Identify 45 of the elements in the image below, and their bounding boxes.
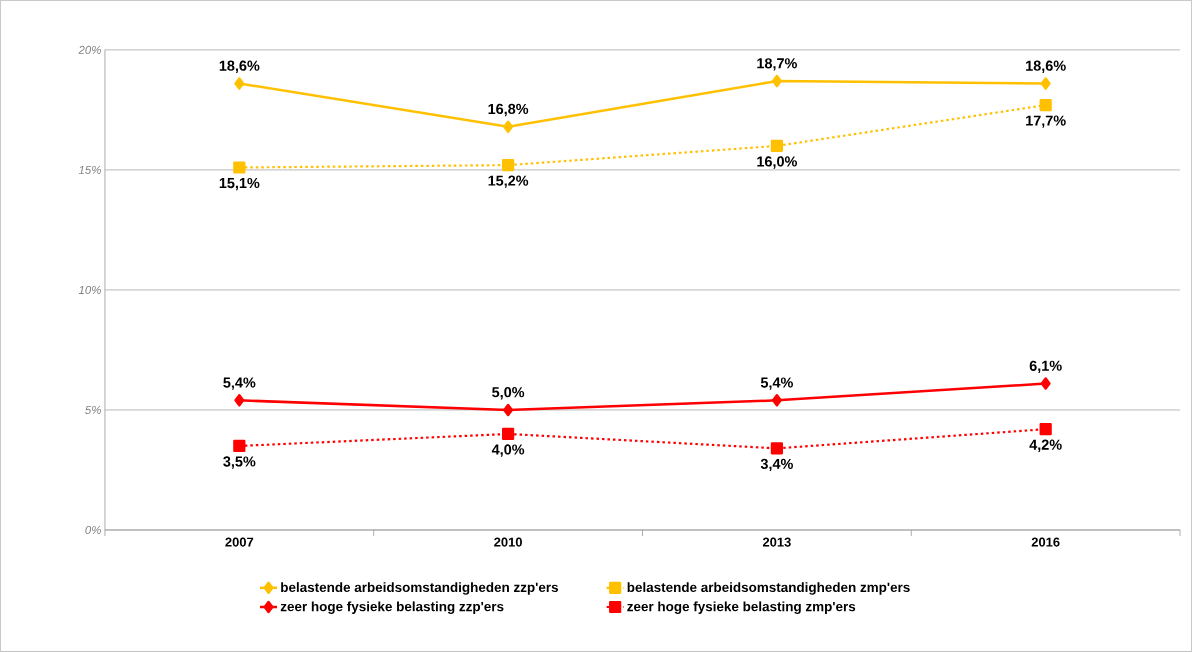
- data-label: 6,1%: [1029, 360, 1062, 374]
- y-tick-label: 15%: [78, 165, 101, 174]
- legend-label: belastende arbeidsomstandigheden zzp'ers: [281, 582, 559, 595]
- data-label: 15,2%: [488, 175, 529, 188]
- point: [502, 427, 515, 441]
- data-label: 16,0%: [757, 156, 797, 169]
- data-label: 18,6%: [219, 60, 260, 73]
- x-tick-label: 2010: [494, 537, 522, 547]
- data-label: 18,6%: [1026, 60, 1066, 73]
- data-label: 5,0%: [492, 387, 525, 400]
- data-label: 3,4%: [760, 458, 793, 472]
- point: [1040, 77, 1051, 90]
- data-label: 5,4%: [223, 377, 256, 390]
- point: [502, 159, 515, 172]
- data-label: 3,5%: [223, 456, 256, 469]
- data-label: 5,4%: [760, 377, 793, 390]
- point: [1039, 99, 1052, 112]
- point: [1039, 423, 1052, 436]
- point: [234, 77, 245, 90]
- point: [770, 139, 783, 153]
- point: [503, 403, 514, 417]
- point: [503, 120, 514, 133]
- y-tick-label: 20%: [78, 45, 101, 54]
- data-label: 4,2%: [1029, 439, 1062, 452]
- point: [1040, 377, 1051, 390]
- point: [771, 394, 782, 407]
- data-label: 15,1%: [219, 177, 260, 191]
- point: [771, 74, 782, 88]
- point: [234, 394, 245, 407]
- data-label: 18,7%: [757, 58, 797, 71]
- point: [233, 439, 246, 453]
- legend-label: zeer hoge fysieke belasting zzp'ers: [280, 601, 504, 615]
- legend-label: zeer hoge fysieke belasting zmp'ers: [627, 601, 856, 615]
- y-tick-label: 5%: [85, 405, 101, 415]
- x-tick-label: 2016: [1031, 537, 1060, 547]
- y-tick-label: 0%: [85, 525, 101, 535]
- legend-label: belastende arbeidsomstandigheden zmp'ers: [627, 582, 910, 595]
- y-tick-label: 10%: [78, 285, 101, 295]
- point: [233, 161, 246, 174]
- data-label: 4,0%: [491, 444, 525, 457]
- data-label: 16,8%: [488, 103, 529, 117]
- data-label: 17,7%: [1026, 115, 1066, 128]
- x-tick-label: 2013: [762, 537, 791, 547]
- point: [770, 442, 783, 455]
- x-tick-label: 2007: [225, 537, 254, 547]
